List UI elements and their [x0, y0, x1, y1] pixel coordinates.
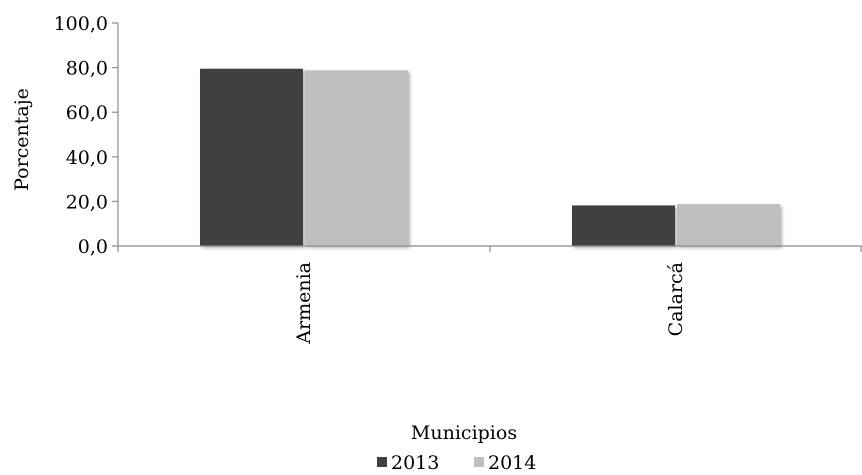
bar-2014-Armenia	[305, 70, 408, 246]
y-tick-label: 80,0	[66, 58, 108, 80]
legend-swatch-2014	[474, 457, 484, 467]
legend-label-2014: 2014	[488, 452, 536, 474]
bar-2013-Calarcá	[572, 205, 675, 246]
category-labels: Armenia Calarcá	[293, 262, 687, 345]
category-label: Calarcá	[665, 262, 687, 336]
y-tick-label: 60,0	[66, 102, 108, 124]
legend: 2013 2014	[377, 452, 536, 474]
bar-2013-Armenia	[200, 68, 303, 246]
y-tick-label: 100,0	[54, 13, 108, 35]
bar-2014-Calarcá	[677, 204, 780, 246]
legend-swatch-2013	[377, 457, 387, 467]
y-tick-label: 40,0	[66, 147, 108, 169]
x-axis-title: Municipios	[411, 422, 517, 444]
y-axis-title: Porcentaje	[11, 88, 33, 191]
category-label: Armenia	[293, 262, 315, 345]
y-tick-label: 0,0	[78, 236, 108, 258]
x-axis-ticks	[117, 246, 862, 252]
bars	[200, 68, 780, 246]
y-axis-ticks: 0,0 20,0 40,0 60,0 80,0 100,0	[54, 13, 118, 258]
legend-label-2013: 2013	[391, 452, 439, 474]
y-tick-label: 20,0	[66, 191, 108, 213]
